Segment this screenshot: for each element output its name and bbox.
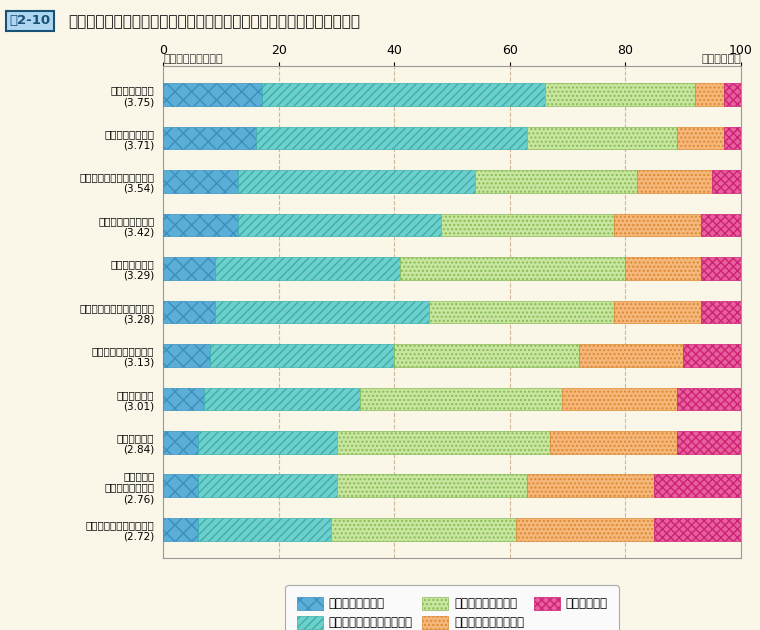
Bar [441, 214, 614, 236]
Bar [163, 214, 239, 236]
Bar [677, 387, 741, 410]
Bar [516, 518, 654, 541]
Legend: まったくその通り, どちらかといえばその通り, どちらともいえない, どちらかといえば違う, まったく違う: まったくその通り, どちらかといえばその通り, どちらともいえない, どちらかと… [289, 588, 616, 630]
Bar [163, 387, 204, 410]
Bar [401, 257, 625, 280]
Bar [198, 518, 331, 541]
Bar [198, 474, 337, 497]
Bar [215, 301, 429, 323]
Bar [163, 301, 215, 323]
Bar [579, 344, 683, 367]
Bar [163, 127, 256, 149]
Bar [724, 83, 741, 106]
Bar [394, 344, 579, 367]
Bar [163, 257, 215, 280]
Bar [163, 431, 198, 454]
Bar [163, 344, 210, 367]
Bar [625, 257, 701, 280]
Bar [261, 83, 545, 106]
Bar [724, 127, 741, 149]
Bar [256, 127, 527, 149]
Bar [239, 214, 441, 236]
Bar [429, 301, 614, 323]
Bar [198, 431, 337, 454]
Bar [701, 301, 741, 323]
Bar [527, 127, 677, 149]
Bar [654, 518, 741, 541]
Bar [204, 387, 359, 410]
Bar [337, 431, 550, 454]
Bar [712, 170, 741, 193]
Bar [163, 474, 198, 497]
Bar [637, 170, 712, 193]
Bar [210, 344, 394, 367]
Bar [695, 83, 724, 106]
Bar [163, 66, 741, 558]
Bar [331, 518, 516, 541]
Bar [677, 127, 724, 149]
Bar [701, 214, 741, 236]
Bar [359, 387, 562, 410]
Bar [701, 257, 741, 280]
Bar [215, 257, 401, 280]
Bar [614, 301, 701, 323]
Bar [614, 214, 701, 236]
Bar [527, 474, 654, 497]
Bar [545, 83, 695, 106]
Bar [683, 344, 741, 367]
Bar [677, 431, 741, 454]
Bar [475, 170, 637, 193]
Bar [163, 83, 261, 106]
Bar [163, 170, 239, 193]
Bar [337, 474, 527, 497]
Bar [239, 170, 475, 193]
Text: 質問項目（平均値）: 質問項目（平均値） [163, 54, 223, 64]
Bar [562, 387, 677, 410]
Bar [654, 474, 741, 497]
Bar [550, 431, 677, 454]
Text: （単位：％）: （単位：％） [701, 54, 741, 64]
Text: 『組織マネジメント』の領域に属する質問項目別の回答割合及び平均値: 『組織マネジメント』の領域に属する質問項目別の回答割合及び平均値 [68, 14, 360, 30]
Text: 図2-10: 図2-10 [9, 14, 50, 28]
Bar [163, 518, 198, 541]
